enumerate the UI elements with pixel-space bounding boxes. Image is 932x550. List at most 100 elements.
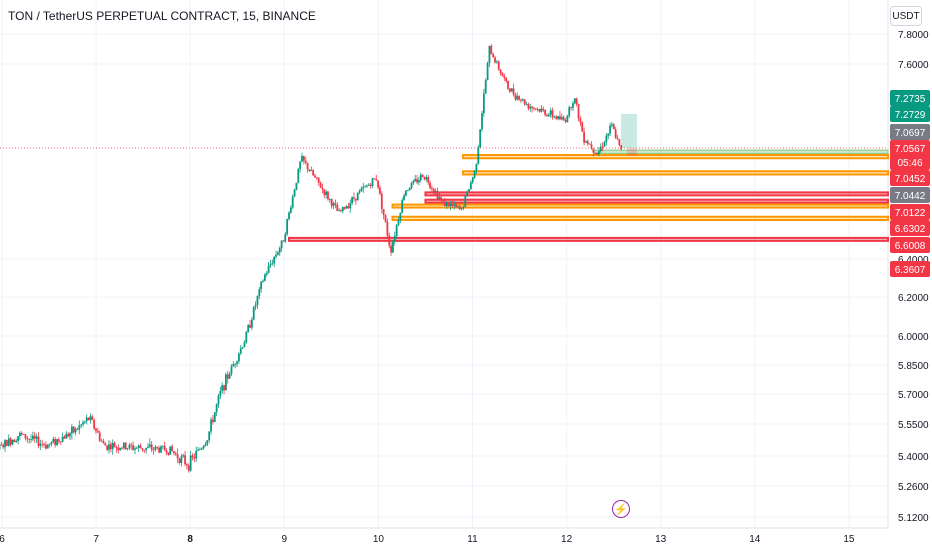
candle-body [460, 207, 463, 210]
candle-body [547, 114, 550, 117]
candle-body [197, 449, 199, 451]
candle-body [588, 143, 591, 145]
zone-red-4 [424, 198, 889, 204]
candle-body [210, 419, 212, 432]
price-label-badge [890, 140, 930, 156]
candle-body [306, 162, 309, 170]
price-label-badge [890, 154, 930, 170]
candle-body [603, 142, 606, 147]
candle-body [117, 447, 120, 451]
candle-body [109, 444, 112, 450]
y-tick-label: 7.8000 [898, 30, 929, 41]
candle-body [516, 96, 519, 100]
y-tick-label: 5.1200 [898, 513, 929, 524]
candle-body [204, 444, 207, 446]
candle-body [41, 443, 44, 445]
candle-body [30, 439, 32, 441]
candle-body [124, 442, 127, 450]
candle-body [484, 80, 487, 94]
candle-body [349, 203, 352, 209]
candle-body [280, 240, 283, 249]
candle-body [440, 197, 443, 200]
candle-body [464, 196, 467, 207]
candle-body [581, 122, 584, 132]
candle-body [406, 190, 409, 192]
candle-body [301, 155, 303, 162]
candle-body [89, 416, 92, 420]
candle-body [575, 98, 578, 105]
candle-body [434, 190, 437, 193]
candle-body [469, 182, 472, 190]
candle-body [321, 187, 324, 190]
candle-body [534, 108, 537, 110]
candle-body [187, 465, 190, 471]
candle-body [243, 342, 246, 348]
candle-body [328, 199, 331, 200]
candle-body [405, 190, 407, 196]
position-profit-zone [621, 114, 637, 148]
candle-body [230, 366, 233, 374]
x-tick-label: 13 [655, 534, 667, 545]
y-tick-label: 5.5500 [898, 420, 929, 431]
candle-body [323, 189, 326, 195]
candle-body [91, 416, 94, 420]
candle-body [161, 446, 164, 447]
candle-body [76, 428, 79, 430]
candle-body [184, 455, 186, 465]
candle-body [553, 116, 556, 118]
candle-body [265, 272, 268, 275]
candle-body [564, 120, 567, 122]
candle-body [512, 88, 515, 95]
candle-body [503, 76, 506, 78]
candle-body [219, 390, 222, 396]
candle-body [134, 448, 136, 450]
candle-body [486, 62, 489, 81]
candle-body [43, 443, 45, 445]
candle-body [299, 161, 302, 170]
candle-body [445, 201, 448, 207]
candle-body [221, 385, 224, 391]
lightning-icon[interactable]: ⚡ [612, 500, 630, 518]
candle-body [527, 104, 530, 109]
currency-button[interactable]: USDT [890, 6, 922, 26]
candle-body [590, 144, 593, 149]
candle-body [297, 169, 300, 183]
candle-body [308, 169, 311, 172]
candle-body [388, 235, 391, 246]
candle-body [332, 203, 335, 206]
candle-body [577, 104, 580, 119]
candle-body [583, 131, 585, 143]
candle-body [479, 129, 482, 148]
candle-body [475, 163, 478, 171]
candle-body [171, 446, 173, 452]
candle-body [501, 73, 504, 77]
candle-body [48, 443, 51, 445]
candle-body [59, 441, 62, 443]
candle-body [343, 207, 346, 209]
candle-body [481, 113, 483, 130]
candle-body [508, 88, 511, 92]
candle-body [9, 438, 12, 445]
candle-body [546, 114, 548, 117]
y-tick-label: 5.2600 [898, 482, 929, 493]
candle-body [113, 442, 116, 448]
candle-body [353, 197, 355, 199]
candle-body [410, 183, 413, 189]
x-tick-label: 7 [93, 534, 99, 545]
candle-body [69, 433, 71, 437]
candle-body [471, 177, 474, 183]
candle-body [191, 455, 194, 458]
candle-body [80, 424, 83, 426]
price-label-badge [890, 106, 930, 122]
candle-body [13, 439, 16, 443]
candle-body [319, 182, 322, 188]
y-tick-label: 5.7000 [898, 390, 929, 401]
candle-body [601, 146, 604, 148]
candle-body [6, 440, 8, 446]
candle-body [122, 442, 125, 449]
candle-body [443, 201, 446, 207]
candle-body [421, 174, 424, 178]
candle-body [380, 193, 383, 209]
candle-body [566, 115, 569, 122]
